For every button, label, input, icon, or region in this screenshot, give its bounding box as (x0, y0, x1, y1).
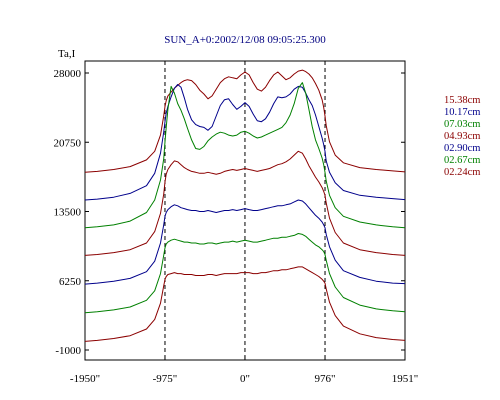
y-tick-label-2: 13500 (54, 207, 82, 219)
series-line-2 (84, 82, 406, 229)
legend-entry-5: 02.67cm (444, 155, 480, 166)
x-tick-label-3: 976" (315, 373, 336, 385)
legend: 15.38cm10.17cm07.03cm04.93cm02.90cm02.67… (444, 95, 480, 178)
y-axis-label: Ta,I (58, 48, 76, 60)
series-line-4 (84, 199, 406, 285)
series-line-0 (84, 69, 406, 173)
chart-title: SUN_A+0:2002/12/08 09:05:25.300 (164, 34, 326, 46)
x-tick-label-1: -975" (153, 373, 178, 385)
legend-entry-1: 10.17cm (444, 107, 480, 118)
series-line-3 (84, 150, 406, 256)
y-tick-label-1: 6250 (59, 276, 82, 288)
x-tick-label-4: 1951" (392, 373, 419, 385)
x-tick-label-0: -1950" (70, 373, 100, 385)
x-tick-label-2: 0" (240, 373, 250, 385)
series-line-6 (84, 266, 406, 342)
y-tick-label-0: -1000 (55, 345, 81, 357)
legend-entry-4: 02.90cm (444, 143, 480, 154)
series-group (84, 69, 406, 342)
reference-lines (164, 61, 326, 360)
legend-entry-2: 07.03cm (444, 119, 480, 130)
y-tick-label-3: 20750 (54, 137, 82, 149)
series-line-5 (84, 233, 406, 314)
axis-ticks: -1000 6250 13500 20750 28000 -1950" -975" 0" 976… (54, 68, 419, 385)
y-tick-label-4: 28000 (54, 68, 82, 80)
legend-entry-3: 04.93cm (444, 131, 480, 142)
legend-entry-6: 02.24cm (444, 167, 480, 178)
legend-entry-0: 15.38cm (444, 95, 480, 106)
